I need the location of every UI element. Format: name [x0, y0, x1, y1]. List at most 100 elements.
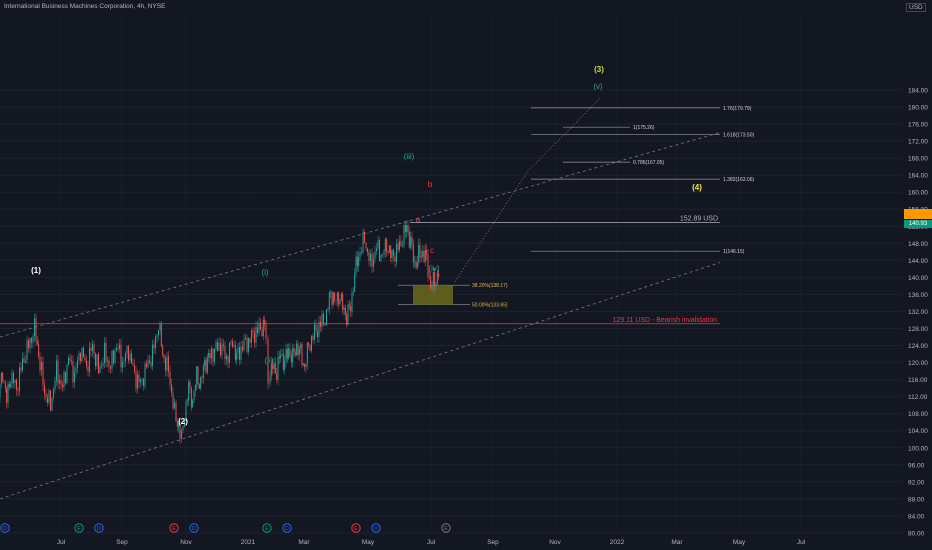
candle-body: [53, 389, 54, 399]
candle-body: [339, 300, 341, 305]
candle-body: [31, 338, 32, 343]
candle-body: [383, 251, 385, 255]
candle-body: [101, 365, 102, 367]
candle-body: [146, 363, 147, 368]
candle-body: [169, 371, 171, 385]
candle-body: [143, 378, 144, 386]
candle-body: [204, 359, 206, 366]
wave-label-11: c: [430, 246, 434, 255]
candle-body: [178, 424, 180, 427]
candle-body: [218, 342, 220, 351]
candle-body: [315, 324, 317, 331]
time-axis[interactable]: Jul Sep Nov 2021 Mar May Jul Sep Nov 2022 Mar May Ju…: [57, 539, 806, 546]
candle-body: [289, 348, 291, 356]
candle-body: [192, 399, 194, 408]
price-tick-176: 176.00: [908, 122, 928, 129]
candle-body: [23, 358, 25, 363]
candle-body: [302, 364, 304, 366]
candle-body: [306, 342, 308, 365]
candle-body: [273, 363, 275, 370]
candle-body: [186, 400, 188, 403]
candle-body: [47, 397, 48, 403]
price-tick-180: 180.00: [908, 104, 928, 111]
candle-body: [374, 251, 376, 259]
candle-body: [155, 336, 156, 349]
candle-body: [255, 327, 257, 343]
channel-lower-line: [0, 262, 721, 500]
price-axis[interactable]: 80.00 84.00 88.00 92.00 96.00 100.00 104.00 108…: [908, 87, 928, 537]
price-tick-168: 168.00: [908, 156, 928, 163]
candle-body: [402, 245, 403, 247]
candle-body: [83, 347, 84, 358]
event-marker-ring-2: [94, 523, 104, 533]
candle-body: [0, 383, 1, 397]
price-tick-184: 184.00: [908, 87, 928, 94]
candle-body: [163, 355, 165, 359]
candle-body: [72, 360, 74, 383]
candle-body: [107, 360, 108, 362]
candle-body: [10, 384, 12, 388]
candle-body: [344, 307, 346, 315]
time-tick-2022: 2022: [610, 539, 625, 546]
candle-body: [93, 344, 95, 354]
event-marker-ring-8: [371, 523, 381, 533]
price-tick-104: 104.00: [908, 428, 928, 435]
candle-body: [96, 354, 98, 367]
candle-body: [373, 258, 374, 267]
candle-body: [420, 256, 422, 258]
candle-body: [309, 345, 311, 352]
candle-body: [301, 344, 303, 366]
candle-body: [296, 343, 298, 356]
candle-body: [254, 332, 255, 343]
candle-body: [184, 421, 185, 426]
candle-body: [150, 362, 152, 366]
price-tick-80: 80.00: [908, 530, 925, 537]
candle-body: [356, 256, 358, 267]
candle-body: [404, 225, 406, 233]
candle-body: [7, 383, 9, 403]
candle-body: [384, 239, 386, 252]
candle-body: [269, 375, 271, 384]
candle-body: [281, 354, 283, 356]
candle-body: [229, 342, 230, 363]
candle-body: [171, 384, 172, 393]
candle-body: [305, 364, 307, 367]
event-marker-7: E: [354, 526, 358, 532]
candle-body: [113, 350, 114, 364]
candle-body: [434, 272, 436, 287]
candle-body: [304, 364, 306, 367]
candle-body: [114, 350, 116, 364]
candle-body: [25, 360, 26, 363]
candle-body: [262, 319, 264, 337]
candle-body: [327, 309, 329, 310]
candle-body: [198, 384, 200, 389]
candle-body: [397, 243, 399, 251]
price-tick-116: 116.00: [908, 377, 928, 384]
wave-label-3: (ii): [265, 356, 274, 365]
candle-body: [110, 366, 111, 369]
candle-body: [102, 363, 104, 366]
candle-body: [362, 231, 364, 254]
candle-body: [90, 347, 92, 351]
candle-body: [26, 340, 28, 361]
candle-body: [280, 355, 282, 359]
candle-body: [32, 336, 34, 343]
price-tick-84: 84.00: [908, 513, 925, 520]
candle-body: [286, 349, 288, 359]
time-tick-Sep: Sep: [487, 539, 499, 546]
event-marker-ring-7: [351, 523, 361, 533]
currency-label[interactable]: USD: [906, 3, 926, 12]
candle-body: [272, 364, 274, 370]
candle-body: [108, 360, 110, 367]
price-tick-136: 136.00: [908, 292, 928, 299]
event-marker-3: E: [172, 526, 176, 532]
wave-label-8: (4): [692, 183, 702, 192]
fib-label-2: 1.618(173.50): [723, 133, 754, 139]
candle-body: [285, 349, 287, 361]
candle-body: [365, 242, 367, 249]
candle-body: [54, 380, 56, 390]
candle-body: [172, 392, 174, 409]
current-price-tag: [904, 209, 932, 219]
candle-body: [416, 261, 418, 269]
